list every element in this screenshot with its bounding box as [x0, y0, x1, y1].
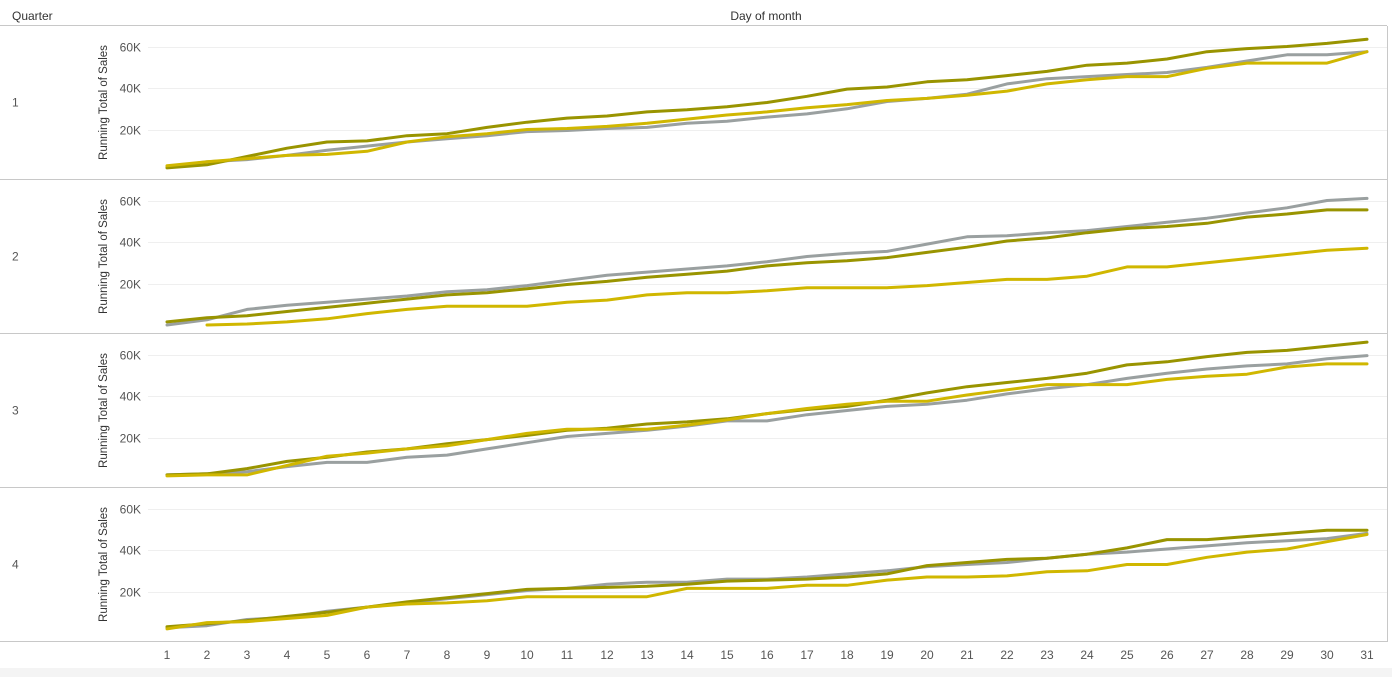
panel-quarter-2: 20K 40K 60K 2 Running Total of Sales	[0, 195, 1387, 334]
x-tick-label: 16	[760, 648, 774, 662]
x-tick-label: 20	[920, 648, 934, 662]
x-tick-label: 30	[1320, 648, 1334, 662]
x-tick-label: 1	[164, 648, 171, 662]
x-tick-label: 23	[1040, 648, 1054, 662]
x-axis: 1 2 3 4 5 6 7 8 9 10 11 12 13 14 15 16 17 18 19 20 21 22 23 24 2…	[164, 648, 1374, 662]
panel-quarter-4: 20K 40K 60K 4 Running Total of Sales	[0, 503, 1387, 642]
x-tick-label: 22	[1000, 648, 1014, 662]
y-tick-label: 20K	[120, 278, 141, 292]
panels: 20K 40K 60K 1 Running Total of Sales 20K 40K 60…	[0, 25, 1388, 642]
quarter-label: 2	[12, 250, 19, 264]
y-tick-label: 20K	[120, 124, 141, 138]
x-tick-label: 9	[484, 648, 491, 662]
y-tick-label: 60K	[120, 195, 141, 209]
x-tick-label: 14	[680, 648, 694, 662]
series-line-gray	[165, 354, 1369, 477]
y-tick-label: 40K	[120, 236, 141, 250]
x-tick-label: 4	[284, 648, 291, 662]
x-tick-label: 5	[324, 648, 331, 662]
y-tick-label: 40K	[120, 544, 141, 558]
panel-quarter-1: 20K 40K 60K 1 Running Total of Sales	[0, 37, 1387, 180]
quarter-label: 4	[12, 558, 19, 572]
x-tick-label: 26	[1160, 648, 1174, 662]
y-tick-label: 40K	[120, 82, 141, 96]
y-axis-label: Running Total of Sales	[98, 353, 110, 468]
x-tick-label: 6	[364, 648, 371, 662]
x-tick-label: 28	[1240, 648, 1254, 662]
quarter-label: 3	[12, 404, 19, 418]
y-axis-label: Running Total of Sales	[98, 507, 110, 622]
series-line-yellow	[165, 362, 1369, 478]
y-axis-label: Running Total of Sales	[98, 199, 110, 314]
x-tick-label: 17	[800, 648, 814, 662]
y-tick-label: 40K	[120, 390, 141, 404]
x-tick-label: 15	[720, 648, 734, 662]
y-tick-label: 20K	[120, 432, 141, 446]
y-tick-label: 60K	[120, 349, 141, 363]
x-tick-label: 27	[1200, 648, 1214, 662]
series-line-yellow	[205, 246, 1369, 327]
series-line-gray	[165, 196, 1369, 327]
x-tick-label: 24	[1080, 648, 1094, 662]
x-tick-label: 10	[520, 648, 534, 662]
x-tick-label: 29	[1280, 648, 1294, 662]
series-line-olive	[165, 208, 1369, 324]
x-tick-label: 8	[444, 648, 451, 662]
quarter-label: 1	[12, 96, 19, 110]
x-tick-label: 25	[1120, 648, 1134, 662]
x-tick-label: 19	[880, 648, 894, 662]
x-tick-label: 12	[600, 648, 614, 662]
x-tick-label: 2	[204, 648, 211, 662]
y-tick-label: 20K	[120, 586, 141, 600]
footer-bar	[0, 668, 1392, 677]
x-tick-label: 21	[960, 648, 974, 662]
y-tick-label: 60K	[120, 503, 141, 517]
series-line-yellow	[165, 50, 1369, 168]
panel-quarter-3: 20K 40K 60K 3 Running Total of Sales	[0, 340, 1387, 488]
series-line-gray	[165, 50, 1369, 169]
series-line-yellow	[165, 533, 1369, 631]
x-tick-label: 11	[561, 648, 574, 662]
x-tick-label: 31	[1360, 648, 1374, 662]
series-line-olive	[165, 37, 1369, 170]
x-tick-label: 18	[840, 648, 854, 662]
y-tick-label: 60K	[120, 41, 141, 55]
x-tick-label: 7	[404, 648, 411, 662]
column-header-day-of-month: Day of month	[730, 9, 801, 23]
y-axis-label: Running Total of Sales	[98, 45, 110, 160]
x-tick-label: 3	[244, 648, 251, 662]
x-tick-label: 13	[640, 648, 654, 662]
row-header-quarter: Quarter	[12, 9, 53, 23]
